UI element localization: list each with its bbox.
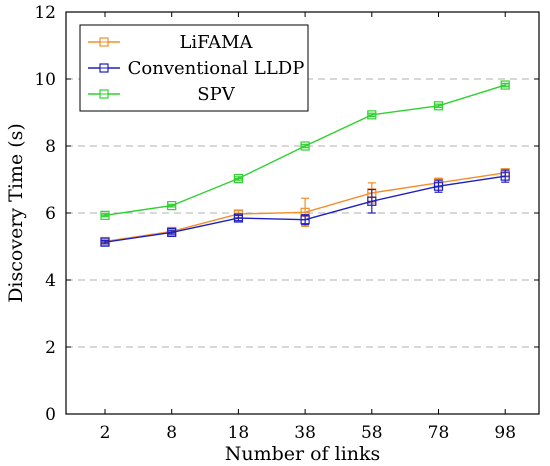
y-axis-title: Discovery Time (s) — [5, 123, 27, 303]
legend: LiFAMA Conventional LLDP SPV — [79, 24, 309, 112]
x-tick-label: 18 — [228, 423, 250, 443]
y-tick-label: 0 — [45, 405, 56, 425]
x-tick-label: 58 — [361, 423, 383, 443]
series-spv — [100, 80, 510, 220]
x-tick-label: 2 — [100, 423, 111, 443]
series-layer — [100, 80, 510, 247]
x-tick-label: 98 — [494, 423, 516, 443]
axis-ticks: 0 2 4 6 8 10 12 2 8 18 38 58 78 98 — [34, 3, 539, 443]
x-tick-label: 78 — [428, 423, 450, 443]
legend-item: SPV — [88, 84, 236, 105]
legend-label: Conventional LLDP — [128, 58, 305, 79]
x-tick-label: 38 — [294, 423, 316, 443]
y-tick-label: 4 — [45, 271, 56, 291]
y-tick-label: 12 — [34, 3, 56, 23]
legend-label: LiFAMA — [179, 32, 253, 53]
x-tick-label: 8 — [166, 423, 177, 443]
legend-item: LiFAMA — [88, 32, 254, 53]
y-tick-label: 6 — [45, 204, 56, 224]
series-conventional-lldp — [100, 169, 510, 247]
legend-label: SPV — [197, 84, 235, 105]
x-axis-title: Number of links — [225, 443, 381, 465]
y-tick-label: 8 — [45, 137, 56, 157]
legend-item: Conventional LLDP — [88, 58, 304, 79]
y-tick-label: 2 — [45, 338, 56, 358]
y-tick-label: 10 — [34, 70, 56, 90]
